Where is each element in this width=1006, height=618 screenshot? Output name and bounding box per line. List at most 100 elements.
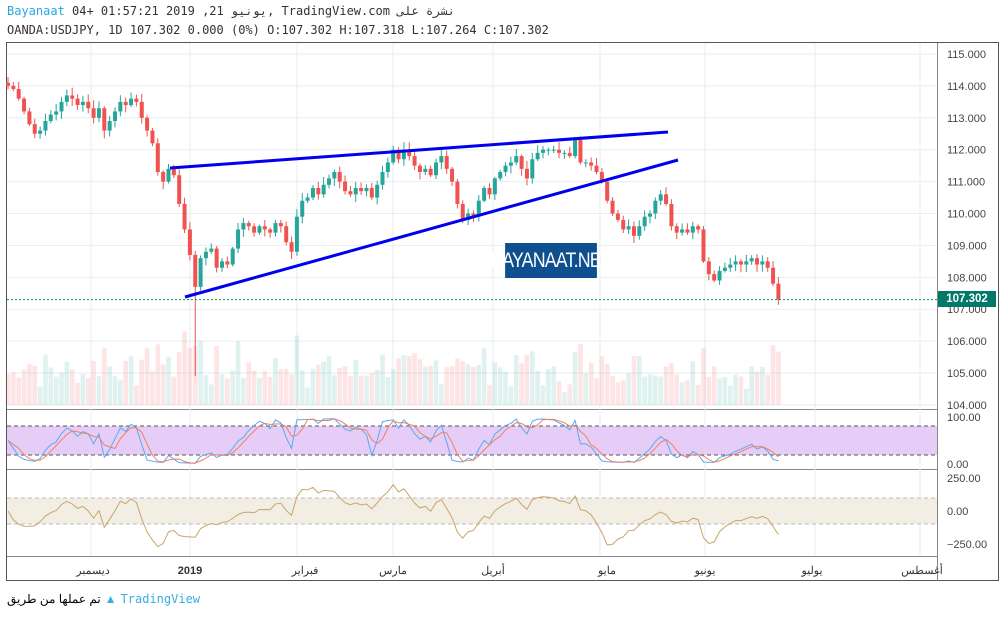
volume-bar: [701, 348, 706, 405]
volume-bar: [401, 355, 407, 405]
candle-body: [348, 191, 353, 195]
volume-bar: [690, 361, 696, 405]
candle-body: [557, 149, 562, 153]
volume-bar: [663, 366, 669, 405]
volume-bar: [85, 377, 91, 405]
volume-bar: [69, 369, 75, 405]
volume-bar: [337, 367, 342, 405]
candle-body: [182, 203, 187, 230]
candle-body: [648, 213, 652, 217]
candle-body: [278, 223, 283, 227]
candle-body: [728, 264, 733, 268]
volume-bar: [166, 356, 171, 405]
volume-bar: [251, 370, 257, 405]
volume-bar: [513, 355, 519, 405]
candle-body: [262, 226, 267, 230]
candle-body: [423, 168, 428, 173]
candle-body: [268, 229, 273, 233]
volume-bar: [246, 362, 252, 405]
candle-body: [637, 226, 642, 236]
candle-body: [658, 194, 663, 201]
candle-body: [225, 261, 230, 265]
candle-body: [123, 101, 128, 106]
volume-bar: [738, 376, 744, 405]
volume-bar: [310, 368, 316, 405]
volume-bar: [647, 374, 653, 405]
volume-bar: [16, 377, 21, 405]
volume-bar: [294, 335, 300, 405]
candle-body: [86, 101, 91, 109]
candle-body: [300, 200, 305, 217]
volume-bar: [283, 368, 289, 405]
footer-text: تم عملها من طريق: [7, 592, 101, 606]
candle-body: [669, 203, 674, 227]
price-tick-label: 113.000: [947, 113, 986, 125]
chart-frame[interactable]: [6, 42, 999, 581]
candle-body: [11, 85, 16, 90]
volume-bar: [481, 348, 487, 405]
volume-bar: [540, 385, 546, 405]
candle-body: [664, 194, 669, 204]
volume-bar: [615, 382, 621, 405]
volume-bar: [412, 353, 417, 405]
candle-body: [498, 172, 503, 179]
volume-bar: [134, 385, 139, 405]
candle-body: [252, 226, 257, 233]
volume-bar: [305, 387, 310, 405]
volume-bar: [225, 378, 230, 405]
volume-bar: [449, 366, 455, 405]
volume-bar: [465, 364, 471, 405]
volume-bar: [364, 375, 369, 405]
volume-bar: [556, 381, 562, 405]
volume-bar: [620, 380, 626, 405]
candle-body: [246, 223, 251, 227]
time-tick-label: مارس: [379, 565, 407, 577]
candle-body: [64, 95, 69, 102]
candle-body: [102, 108, 107, 131]
price-tick-label: 108.000: [947, 272, 987, 284]
time-tick-label: يونيو: [694, 565, 716, 577]
volume-bar: [267, 376, 273, 405]
volume-bar: [5, 374, 11, 405]
candle-body: [129, 98, 134, 106]
candle-body: [155, 143, 160, 173]
volume-bar: [342, 366, 348, 405]
pane-divider: [7, 409, 937, 410]
candle-body: [717, 270, 722, 281]
volume-bar: [594, 378, 599, 405]
volume-bar: [487, 384, 492, 405]
volume-bar: [417, 359, 423, 405]
candle-body: [193, 254, 198, 287]
volume-bar: [107, 366, 112, 405]
candle-body: [375, 184, 380, 198]
candle-body: [22, 98, 27, 112]
footer-brand[interactable]: TradingView: [120, 592, 201, 606]
candle-body: [337, 172, 342, 182]
candle-body: [589, 162, 594, 166]
candle-body: [75, 98, 80, 106]
candle-body: [551, 149, 556, 151]
candle-body: [578, 140, 583, 163]
candle-body: [203, 251, 208, 259]
candle-body: [573, 140, 578, 157]
volume-bar: [48, 367, 54, 405]
candle-body: [733, 261, 738, 265]
tradingview-logo-icon: ▲: [104, 592, 117, 606]
candle-body: [460, 203, 465, 220]
candle-body: [439, 156, 444, 163]
volume-bar: [235, 341, 241, 405]
candle-body: [241, 223, 246, 230]
volume-bar: [11, 372, 16, 405]
candle-body: [476, 200, 481, 217]
volume-bar: [530, 351, 535, 405]
candle-body: [508, 162, 513, 166]
volume-bar: [187, 347, 193, 405]
candle-body: [289, 242, 294, 252]
volume-bar: [326, 356, 332, 405]
volume-bar: [679, 382, 685, 405]
current-price-label: 107.302: [938, 291, 996, 307]
volume-bar: [406, 355, 412, 405]
volume-bar: [770, 345, 776, 405]
price-tick-label: 111.000: [947, 177, 985, 189]
